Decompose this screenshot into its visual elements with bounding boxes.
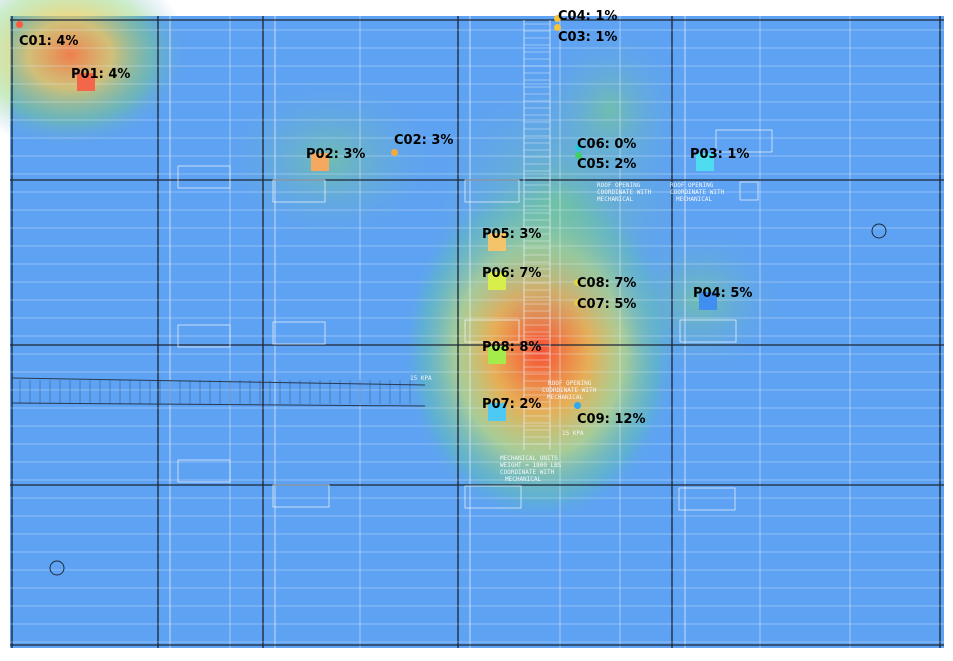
beam-tag-box [464,319,520,343]
marker-label-c08: C08: 7% [577,276,637,291]
marker-p02[interactable] [311,153,329,171]
roof-opening-1: ROOF OPENING [597,182,641,189]
roof-opening-1-sub2: MECHANICAL [597,196,634,203]
beam-tag-box [464,179,520,203]
beam-top [11,377,426,386]
plan-annotations: ROOF OPENING COORDINATE WITH MECHANICAL … [410,182,725,483]
beam-tag-box [678,487,736,511]
roof-opening-2: ROOF OPENING [670,182,714,189]
marker-label-c06: C06: 0% [577,137,637,152]
marker-p03[interactable] [696,153,714,171]
marker-p05[interactable] [488,233,506,251]
beam-tag-box [679,319,737,343]
marker-label-c05: C05: 2% [577,157,637,172]
marker-c01[interactable] [16,21,23,28]
marker-p04[interactable] [699,292,717,310]
marker-c03[interactable] [554,24,561,31]
marker-label-p05: P05: 3% [482,227,542,242]
marker-c08[interactable] [574,279,581,286]
column-marker-right [871,223,887,239]
marker-c06[interactable] [575,144,582,151]
marker-label-c07: C07: 5% [577,297,637,312]
heat-blob-c05 [530,20,690,200]
beam-tag-box [272,179,326,203]
beam-tag-box [464,485,522,509]
marker-label-p02: P02: 3% [306,147,366,162]
beam-tag-box [177,459,231,483]
roof-opening-3: ROOF OPENING [548,380,592,387]
beam-tag-box [272,484,330,508]
mech-unit-sub: WEIGHT = 1800 LBS [500,462,562,469]
marker-label-c01: C01: 4% [19,34,79,49]
marker-label-c03: C03: 1% [558,30,618,45]
heat-blob-p02 [210,70,450,250]
roof-opening-1-sub: COORDINATE WITH [597,189,652,196]
marker-label-p07: P07: 2% [482,397,542,412]
structural-grid [10,16,944,648]
marker-label-p01: P01: 4% [71,67,131,82]
column-marker-left [49,560,65,576]
marker-p01[interactable] [77,73,95,91]
marker-label-p06: P06: 7% [482,266,542,281]
kpa-label-2: 15 KPA [562,430,584,437]
marker-label-p03: P03: 1% [690,147,750,162]
marker-p07[interactable] [488,403,506,421]
roof-opening-2-sub: COORDINATE WITH [670,189,725,196]
roof-opening-2-sub2: MECHANICAL [676,196,713,203]
marker-c05[interactable] [575,152,582,159]
marker-c02[interactable] [391,149,398,156]
kpa-label-1: 15 KPA [410,375,432,382]
marker-label-c04: C04: 1% [558,9,618,24]
marker-c07[interactable] [574,299,581,306]
roof-opening-3-sub: COORDINATE WITH [542,387,597,394]
beam-tag-box [272,321,326,345]
beam-tag-box [177,165,231,189]
beam-bottom [11,402,426,407]
roof-opening-3-sub2: MECHANICAL [547,394,584,401]
marker-label-p04: P04: 5% [693,286,753,301]
marker-c09[interactable] [574,402,581,409]
mech-unit: MECHANICAL UNITS [500,455,558,462]
mech-unit-sub3: MECHANICAL [505,476,542,483]
beam-tag-box [715,129,773,153]
marker-p08[interactable] [488,346,506,364]
marker-label-c09: C09: 12% [577,412,646,427]
marker-p06[interactable] [488,272,506,290]
beam-tag-box [739,181,759,201]
marker-label-c02: C02: 3% [394,133,454,148]
marker-c04[interactable] [554,15,561,22]
beam-tag-box [177,324,231,348]
mech-unit-sub2: COORDINATE WITH [500,469,555,476]
marker-label-p08: P08: 8% [482,340,542,355]
